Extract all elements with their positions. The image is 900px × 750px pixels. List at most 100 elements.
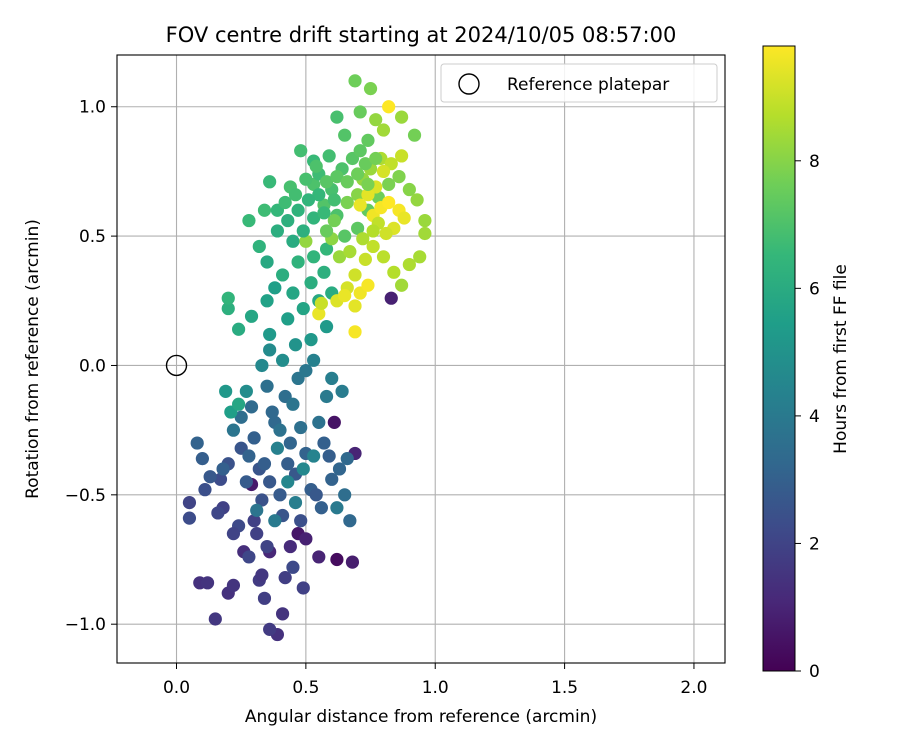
data-point — [260, 255, 274, 269]
data-point — [309, 488, 323, 502]
grid-lines — [117, 55, 725, 663]
data-point — [304, 332, 318, 347]
data-point — [361, 188, 375, 202]
data-point — [247, 514, 261, 528]
legend: Reference platepar — [440, 63, 718, 103]
data-point — [312, 415, 326, 429]
data-point — [418, 213, 432, 228]
data-point — [275, 607, 290, 621]
data-point — [356, 232, 370, 246]
data-point — [371, 190, 385, 204]
data-point — [351, 188, 365, 202]
data-point — [340, 175, 354, 189]
data-point — [338, 488, 352, 502]
y-tick-label: −0.5 — [65, 486, 106, 506]
data-point — [242, 213, 256, 228]
data-point — [361, 177, 375, 191]
data-point — [319, 242, 334, 256]
data-point — [299, 364, 313, 378]
data-point — [394, 149, 409, 163]
colorbar-ticks: 0 2 4 6 8 — [795, 152, 820, 682]
colorbar: 0 2 4 6 8 Hours from first FF file — [762, 45, 851, 682]
data-point — [219, 384, 233, 398]
data-point — [340, 452, 354, 466]
data-point — [332, 250, 347, 264]
data-point — [312, 188, 326, 202]
data-point — [270, 441, 285, 455]
data-point — [327, 213, 341, 228]
data-point — [242, 449, 256, 463]
data-point — [221, 301, 235, 316]
data-point — [330, 552, 344, 567]
data-point — [234, 410, 248, 424]
data-point — [226, 423, 241, 437]
data-point — [239, 475, 253, 489]
data-point — [257, 591, 272, 605]
data-point — [314, 296, 328, 310]
y-tick-label: 0.5 — [79, 227, 106, 247]
data-point — [307, 250, 321, 264]
data-point — [312, 550, 326, 564]
data-point — [327, 415, 341, 429]
data-point — [338, 128, 352, 142]
data-point — [309, 159, 323, 173]
data-point — [211, 506, 225, 520]
data-point — [307, 449, 321, 463]
data-point — [182, 495, 197, 510]
data-point — [351, 167, 365, 181]
data-point — [296, 224, 310, 238]
data-point — [361, 133, 375, 147]
data-point — [338, 289, 352, 303]
colorbar-tick-label: 8 — [809, 152, 820, 172]
data-point — [291, 203, 305, 217]
data-point — [319, 320, 334, 334]
data-point — [301, 193, 316, 207]
data-point — [260, 294, 274, 308]
data-point — [278, 195, 292, 210]
data-point — [232, 397, 246, 411]
legend-marker — [458, 73, 480, 95]
data-point — [348, 325, 362, 339]
legend-box — [440, 63, 718, 103]
data-point — [200, 576, 215, 590]
data-point — [330, 170, 344, 184]
data-point — [263, 175, 277, 189]
data-point — [257, 457, 272, 471]
data-point — [348, 299, 362, 313]
data-point — [247, 431, 261, 445]
data-point — [275, 268, 290, 282]
data-point — [281, 213, 295, 228]
data-point — [397, 211, 411, 225]
data-point — [281, 475, 295, 489]
data-point — [296, 301, 310, 316]
data-point — [255, 493, 269, 507]
data-point — [358, 157, 372, 171]
data-point — [407, 128, 422, 142]
data-point — [392, 170, 406, 184]
data-point — [286, 560, 300, 574]
data-point — [268, 514, 282, 528]
data-point — [226, 578, 241, 592]
data-point — [322, 149, 336, 163]
x-tick-label: 2.0 — [680, 678, 707, 698]
data-point — [353, 198, 367, 212]
data-point — [307, 353, 321, 367]
data-point — [317, 436, 331, 450]
data-point — [402, 182, 416, 197]
data-point — [353, 105, 367, 119]
data-point — [296, 581, 310, 595]
data-point — [203, 470, 217, 484]
data-point — [379, 226, 393, 241]
data-point — [286, 397, 300, 411]
data-point — [250, 503, 264, 517]
data-point — [382, 177, 396, 191]
colorbar-gradient — [762, 45, 796, 672]
data-point — [244, 309, 259, 323]
x-axis-label: Angular distance from reference (arcmin) — [245, 707, 597, 727]
data-point — [294, 144, 308, 158]
data-point — [402, 257, 416, 272]
data-point — [265, 405, 279, 419]
data-point — [275, 353, 290, 367]
data-point — [221, 291, 235, 305]
data-point — [294, 420, 308, 435]
